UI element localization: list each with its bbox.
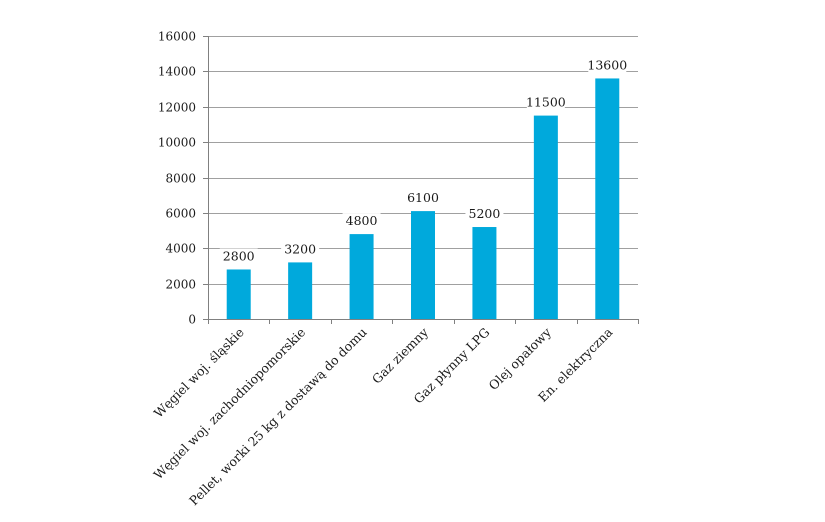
x-category-label: Olej opałowy bbox=[486, 324, 555, 393]
data-label-backdrop bbox=[465, 206, 504, 223]
y-tick-label: 10000 bbox=[158, 136, 196, 150]
axes bbox=[203, 36, 639, 324]
data-label-backdrop bbox=[219, 248, 258, 265]
data-label: 13600 bbox=[587, 57, 627, 72]
bars bbox=[226, 78, 620, 319]
bar bbox=[411, 211, 435, 319]
data-label: 6100 bbox=[407, 190, 439, 205]
data-label: 4800 bbox=[346, 213, 378, 228]
data-label-backdrop bbox=[588, 57, 627, 74]
data-label-backdrop bbox=[404, 190, 442, 207]
bar bbox=[472, 227, 497, 319]
data-label-backdrop bbox=[342, 213, 381, 230]
bar bbox=[349, 234, 374, 319]
bar bbox=[595, 78, 620, 319]
data-label: 2800 bbox=[223, 248, 255, 263]
y-tick-label: 6000 bbox=[165, 207, 196, 221]
y-tick-label: 2000 bbox=[165, 278, 196, 292]
data-label: 11500 bbox=[526, 95, 566, 110]
y-tick-label: 8000 bbox=[165, 172, 196, 186]
data-label: 3200 bbox=[284, 241, 316, 256]
y-tick-label: 16000 bbox=[158, 30, 196, 44]
y-tick-label: 4000 bbox=[165, 242, 196, 256]
x-category-label: Gaz ziemny bbox=[369, 324, 432, 387]
y-tick-label: 12000 bbox=[158, 101, 196, 115]
bar bbox=[533, 115, 558, 319]
data-label-backdrop bbox=[281, 241, 320, 258]
bar bbox=[226, 269, 251, 319]
y-tick-label: 0 bbox=[188, 313, 196, 327]
y-tick-label: 14000 bbox=[158, 65, 196, 79]
bar bbox=[288, 262, 313, 319]
data-label: 5200 bbox=[469, 206, 501, 221]
data-label-backdrop bbox=[526, 94, 565, 111]
